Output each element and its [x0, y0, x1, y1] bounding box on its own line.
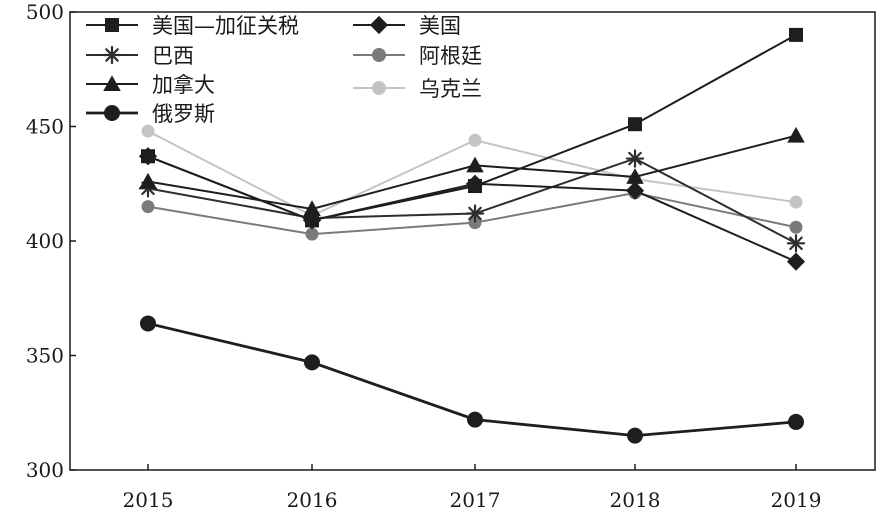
data-point	[139, 172, 157, 189]
series-layer	[138, 27, 806, 444]
data-point	[789, 27, 803, 42]
legend-item: 俄罗斯	[86, 102, 215, 126]
y-tick-label: 300	[26, 458, 64, 482]
asterisk-stroke	[628, 151, 642, 166]
data-point	[626, 168, 644, 184]
legend-marker	[369, 15, 389, 35]
data-point	[789, 220, 803, 234]
legend-item: 阿根廷	[353, 44, 482, 68]
data-point	[625, 181, 645, 200]
data-point	[786, 234, 806, 253]
y-tick-label: 450	[26, 115, 64, 139]
legend-marker	[104, 105, 120, 121]
asterisk-stroke	[468, 206, 482, 221]
data-point	[789, 195, 803, 209]
data-point	[465, 204, 485, 223]
y-tick-label: 500	[26, 0, 64, 24]
data-point	[625, 149, 645, 168]
legend-label: 乌克兰	[419, 77, 482, 101]
legend-marker	[105, 18, 119, 32]
legend-item: 美国—加征关税	[86, 14, 299, 38]
data-point	[141, 200, 155, 214]
x-tick-label: 2019	[771, 488, 822, 512]
data-point	[787, 126, 805, 143]
asterisk-stroke	[105, 48, 119, 62]
series-0	[141, 27, 803, 228]
legend-marker	[103, 75, 121, 91]
data-point	[627, 427, 643, 444]
legend-item: 美国	[353, 14, 461, 38]
data-point	[305, 213, 319, 228]
legend-marker	[372, 81, 386, 95]
data-point	[468, 133, 482, 147]
legend-label: 美国	[419, 14, 461, 38]
legend-label: 俄罗斯	[152, 102, 215, 126]
data-point	[303, 200, 321, 216]
data-point	[788, 413, 804, 430]
x-tick-label: 2018	[610, 488, 661, 512]
legend-item: 加拿大	[86, 73, 215, 97]
data-point	[466, 156, 484, 173]
legend-marker	[102, 45, 122, 65]
series-6	[140, 315, 804, 444]
legend-item: 乌克兰	[353, 77, 482, 101]
data-point	[628, 117, 642, 132]
data-point	[141, 149, 155, 164]
axes: 300 350 400 450 500 2015 2016 2017 2018 2019	[26, 0, 876, 512]
legend-label: 加拿大	[152, 73, 215, 97]
asterisk-stroke	[789, 236, 803, 251]
legend-marker	[372, 48, 386, 62]
y-tick-label: 400	[26, 229, 64, 253]
data-point	[304, 354, 320, 371]
y-tick-label: 350	[26, 344, 64, 368]
x-tick-label: 2016	[287, 488, 338, 512]
data-point	[468, 179, 482, 194]
data-point	[141, 124, 155, 138]
data-point	[305, 227, 319, 241]
legend-label: 阿根廷	[419, 44, 482, 68]
x-tick-label: 2015	[123, 488, 174, 512]
legend-item: 巴西	[86, 44, 194, 68]
x-tick-label: 2017	[450, 488, 501, 512]
legend-label: 巴西	[152, 44, 194, 68]
data-point	[786, 252, 806, 271]
data-point	[467, 411, 483, 428]
legend-label: 美国—加征关税	[152, 14, 299, 38]
data-point	[140, 315, 156, 332]
data-point	[468, 216, 482, 230]
